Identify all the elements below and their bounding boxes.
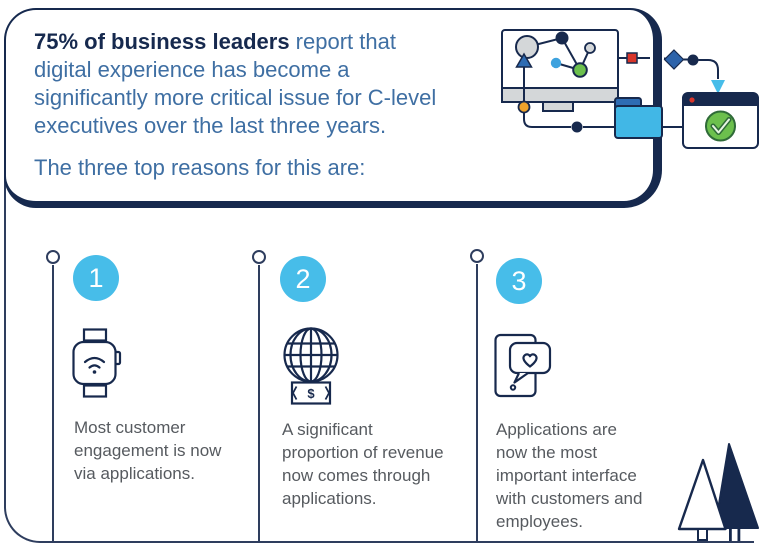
connector-line-bottom: [523, 112, 683, 128]
orange-dot-node: [517, 100, 531, 114]
browser-check-icon: [682, 92, 759, 149]
headline-line2: digital experience has become a: [34, 57, 350, 82]
reason-text-2: A significant proportion of revenue now …: [282, 420, 444, 508]
down-arrow-icon: [711, 80, 725, 94]
timeline-dot-2: [252, 250, 266, 264]
headline-line4: executives over the last three years.: [34, 113, 387, 138]
digital-workflow-illustration: [501, 29, 759, 149]
frame-line: [4, 100, 754, 543]
headline-line3: significantly more critical issue for C-…: [34, 85, 437, 110]
number-badge-1: 1: [73, 255, 119, 301]
column-line-1: [52, 265, 54, 541]
headline-text: 75% of business leaders report that digi…: [34, 28, 653, 140]
timeline-dot-1: [46, 250, 60, 264]
reason-text-3: Applications are now the most important …: [496, 420, 643, 531]
trees-icon: [677, 443, 759, 541]
browser-red-dot: [689, 97, 695, 103]
reason-text-1: Most customer engagement is now via appl…: [74, 418, 222, 483]
number-badge-2: 2: [280, 256, 326, 302]
timeline-dot-3: [470, 249, 484, 263]
number-badge-3: 3: [496, 258, 542, 304]
column-line-3: [476, 264, 478, 541]
column-line-2: [258, 265, 260, 541]
smartwatch-wifi-icon: [72, 328, 122, 398]
monitor-network-graph-icon: [501, 29, 619, 112]
navy-dot-node2: [571, 121, 583, 133]
red-square-node: [626, 52, 638, 64]
folder-icon: [614, 97, 663, 139]
phone-chat-heart-icon: [494, 333, 552, 398]
globe-banknote-icon: $: [283, 327, 339, 405]
navy-dot-node: [687, 54, 699, 66]
headline-line1: 75% of business leaders report that: [34, 29, 396, 54]
blue-diamond-node: [663, 49, 685, 70]
headline-bold: 75% of business leaders: [34, 29, 290, 54]
headline-subtitle: The three top reasons for this are:: [34, 155, 366, 180]
svg-text:$: $: [307, 386, 315, 401]
